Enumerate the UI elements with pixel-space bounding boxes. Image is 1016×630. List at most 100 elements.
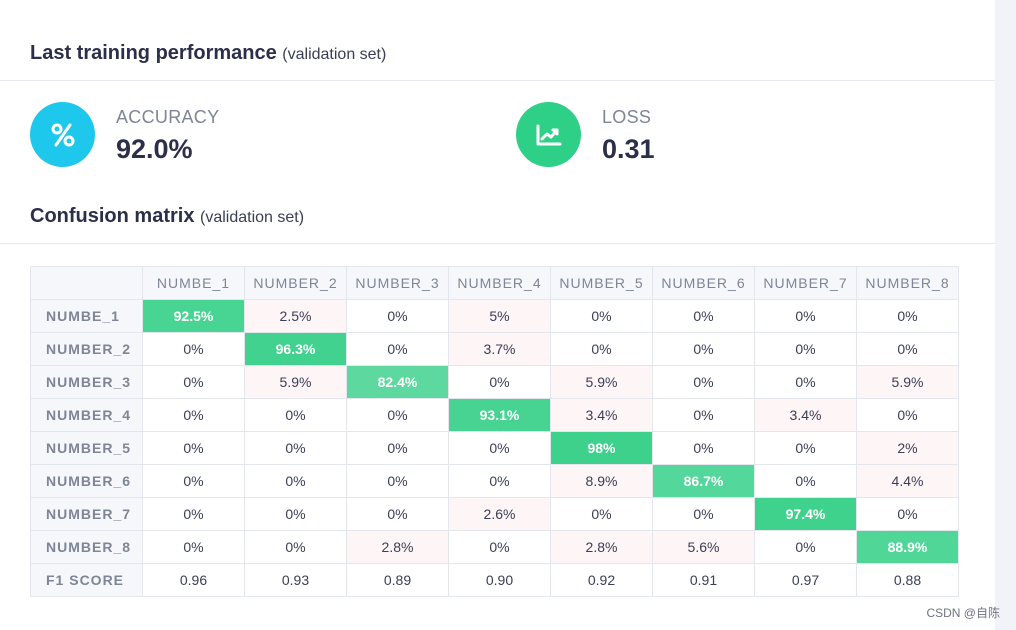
table-row: NUMBE_1 92.5% 2.5% 0% 5% 0% 0% 0% 0% bbox=[30, 299, 959, 333]
matrix-cell: 2.8% bbox=[346, 530, 449, 564]
matrix-cell: 0% bbox=[448, 431, 551, 465]
matrix-cell: 8.9% bbox=[550, 464, 653, 498]
table-row: NUMBER_7 0% 0% 0% 2.6% 0% 0% 97.4% 0% bbox=[30, 497, 959, 531]
matrix-cell: 0% bbox=[652, 431, 755, 465]
row-label: NUMBER_5 bbox=[30, 431, 143, 465]
matrix-cell: 0% bbox=[142, 431, 245, 465]
matrix-cell: 0% bbox=[142, 332, 245, 366]
column-header: NUMBER_2 bbox=[244, 266, 347, 300]
matrix-cell: 0% bbox=[448, 464, 551, 498]
matrix-cell: 0% bbox=[448, 365, 551, 399]
column-header: NUMBER_6 bbox=[652, 266, 755, 300]
table-row: NUMBER_6 0% 0% 0% 0% 8.9% 86.7% 0% 4.4% bbox=[30, 464, 959, 498]
matrix-cell: 5.9% bbox=[550, 365, 653, 399]
matrix-cell: 0% bbox=[754, 332, 857, 366]
matrix-cell: 0% bbox=[142, 398, 245, 432]
f1-score-cell: 0.91 bbox=[652, 563, 755, 597]
row-label: NUMBER_3 bbox=[30, 365, 143, 399]
accuracy-value: 92.0% bbox=[116, 134, 193, 164]
matrix-cell: 0% bbox=[448, 530, 551, 564]
matrix-cell: 5% bbox=[448, 299, 551, 333]
watermark: CSDN @自陈 bbox=[926, 606, 1000, 620]
divider bbox=[0, 80, 995, 81]
matrix-cell: 0% bbox=[652, 299, 755, 333]
matrix-cell: 98% bbox=[550, 431, 653, 465]
scrollbar-track[interactable] bbox=[995, 0, 1016, 630]
row-label: NUMBER_4 bbox=[30, 398, 143, 432]
matrix-cell: 0% bbox=[856, 497, 959, 531]
accuracy-label: ACCURACY bbox=[116, 107, 220, 127]
f1-score-cell: 0.88 bbox=[856, 563, 959, 597]
matrix-cell: 5.9% bbox=[244, 365, 347, 399]
matrix-cell: 2.6% bbox=[448, 497, 551, 531]
f1-score-cell: 0.90 bbox=[448, 563, 551, 597]
matrix-cell: 0% bbox=[754, 299, 857, 333]
f1-score-cell: 0.92 bbox=[550, 563, 653, 597]
table-row: NUMBER_4 0% 0% 0% 93.1% 3.4% 0% 3.4% 0% bbox=[30, 398, 959, 432]
matrix-cell: 0% bbox=[754, 530, 857, 564]
matrix-cell: 0% bbox=[244, 431, 347, 465]
row-label: NUMBER_7 bbox=[30, 497, 143, 531]
matrix-cell: 0% bbox=[346, 332, 449, 366]
matrix-cell: 0% bbox=[652, 365, 755, 399]
trending-chart-icon bbox=[516, 102, 581, 167]
matrix-cell: 86.7% bbox=[652, 464, 755, 498]
matrix-cell: 0% bbox=[856, 332, 959, 366]
matrix-cell: 0% bbox=[142, 464, 245, 498]
f1-score-row: F1 SCORE 0.96 0.93 0.89 0.90 0.92 0.91 0.97 0.88 bbox=[30, 563, 959, 597]
matrix-cell: 0% bbox=[142, 365, 245, 399]
matrix-cell: 0% bbox=[346, 398, 449, 432]
matrix-cell: 0% bbox=[346, 497, 449, 531]
matrix-cell: 0% bbox=[550, 299, 653, 333]
matrix-cell: 0% bbox=[142, 497, 245, 531]
matrix-cell: 0% bbox=[142, 530, 245, 564]
matrix-cell: 0% bbox=[244, 530, 347, 564]
matrix-cell: 4.4% bbox=[856, 464, 959, 498]
table-row: NUMBER_2 0% 96.3% 0% 3.7% 0% 0% 0% 0% bbox=[30, 332, 959, 366]
matrix-cell: 0% bbox=[346, 464, 449, 498]
performance-subtitle: (validation set) bbox=[282, 46, 387, 63]
divider bbox=[0, 243, 995, 244]
column-header: NUMBE_1 bbox=[142, 266, 245, 300]
column-header: NUMBER_7 bbox=[754, 266, 857, 300]
matrix-cell: 2.5% bbox=[244, 299, 347, 333]
table-header-row: NUMBE_1 NUMBER_2 NUMBER_3 NUMBER_4 NUMBER_5 N… bbox=[30, 266, 959, 300]
matrix-cell: 0% bbox=[652, 497, 755, 531]
matrix-cell: 5.9% bbox=[856, 365, 959, 399]
matrix-cell: 5.6% bbox=[652, 530, 755, 564]
matrix-cell: 3.7% bbox=[448, 332, 551, 366]
matrix-cell: 0% bbox=[244, 398, 347, 432]
loss-value: 0.31 bbox=[602, 134, 655, 164]
table-row: NUMBER_8 0% 0% 2.8% 0% 2.8% 5.6% 0% 88.9% bbox=[30, 530, 959, 564]
column-header: NUMBER_4 bbox=[448, 266, 551, 300]
matrix-cell: 0% bbox=[346, 431, 449, 465]
table-row: NUMBER_5 0% 0% 0% 0% 98% 0% 0% 2% bbox=[30, 431, 959, 465]
loss-label: LOSS bbox=[602, 107, 652, 127]
matrix-cell: 0% bbox=[244, 464, 347, 498]
f1-score-cell: 0.89 bbox=[346, 563, 449, 597]
column-header: NUMBER_3 bbox=[346, 266, 449, 300]
confusion-subtitle: (validation set) bbox=[200, 209, 305, 226]
matrix-cell: 0% bbox=[652, 332, 755, 366]
f1-score-cell: 0.93 bbox=[244, 563, 347, 597]
matrix-cell: 0% bbox=[346, 299, 449, 333]
confusion-matrix-table: NUMBE_1 NUMBER_2 NUMBER_3 NUMBER_4 NUMBER_5 N… bbox=[30, 266, 959, 597]
matrix-cell: 82.4% bbox=[346, 365, 449, 399]
f1-score-cell: 0.96 bbox=[142, 563, 245, 597]
matrix-cell: 0% bbox=[550, 332, 653, 366]
matrix-cell: 0% bbox=[550, 497, 653, 531]
table-corner bbox=[30, 266, 143, 300]
confusion-title-text: Confusion matrix bbox=[30, 205, 195, 227]
matrix-cell: 0% bbox=[856, 299, 959, 333]
percent-icon bbox=[30, 102, 95, 167]
matrix-cell: 0% bbox=[754, 464, 857, 498]
column-header: NUMBER_8 bbox=[856, 266, 959, 300]
table-row: NUMBER_3 0% 5.9% 82.4% 0% 5.9% 0% 0% 5.9% bbox=[30, 365, 959, 399]
f1-score-label: F1 SCORE bbox=[30, 563, 143, 597]
matrix-cell: 0% bbox=[856, 398, 959, 432]
matrix-cell: 0% bbox=[244, 497, 347, 531]
matrix-cell: 88.9% bbox=[856, 530, 959, 564]
row-label: NUMBER_6 bbox=[30, 464, 143, 498]
matrix-cell: 3.4% bbox=[754, 398, 857, 432]
matrix-cell: 0% bbox=[754, 431, 857, 465]
